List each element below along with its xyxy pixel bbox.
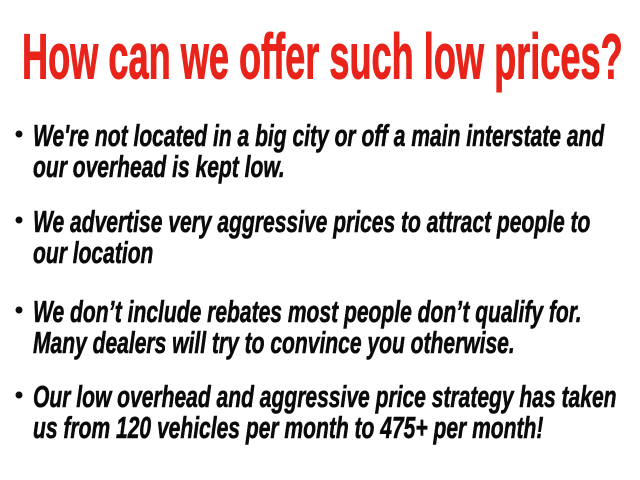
svg-text:We don’t include rebates most: We don’t include rebates most people don… [33, 294, 582, 329]
svg-text:our location: our location [33, 235, 153, 270]
svg-text:How can we offer such low pric: How can we offer such low prices? [22, 22, 623, 93]
svg-text:us from 120 vehicles per month: us from 120 vehicles per month to 475+ p… [33, 410, 543, 445]
svg-text:our overhead is kept low.: our overhead is kept low. [33, 149, 285, 184]
svg-text:Our low overhead and aggressiv: Our low overhead and aggressive price st… [33, 379, 617, 414]
svg-text:Many dealers will try to convi: Many dealers will try to convince you ot… [33, 325, 515, 360]
svg-text:We're not located in a big cit: We're not located in a big city or off a… [33, 118, 605, 153]
svg-text:We advertise very aggressive p: We advertise very aggressive prices to a… [33, 204, 590, 239]
